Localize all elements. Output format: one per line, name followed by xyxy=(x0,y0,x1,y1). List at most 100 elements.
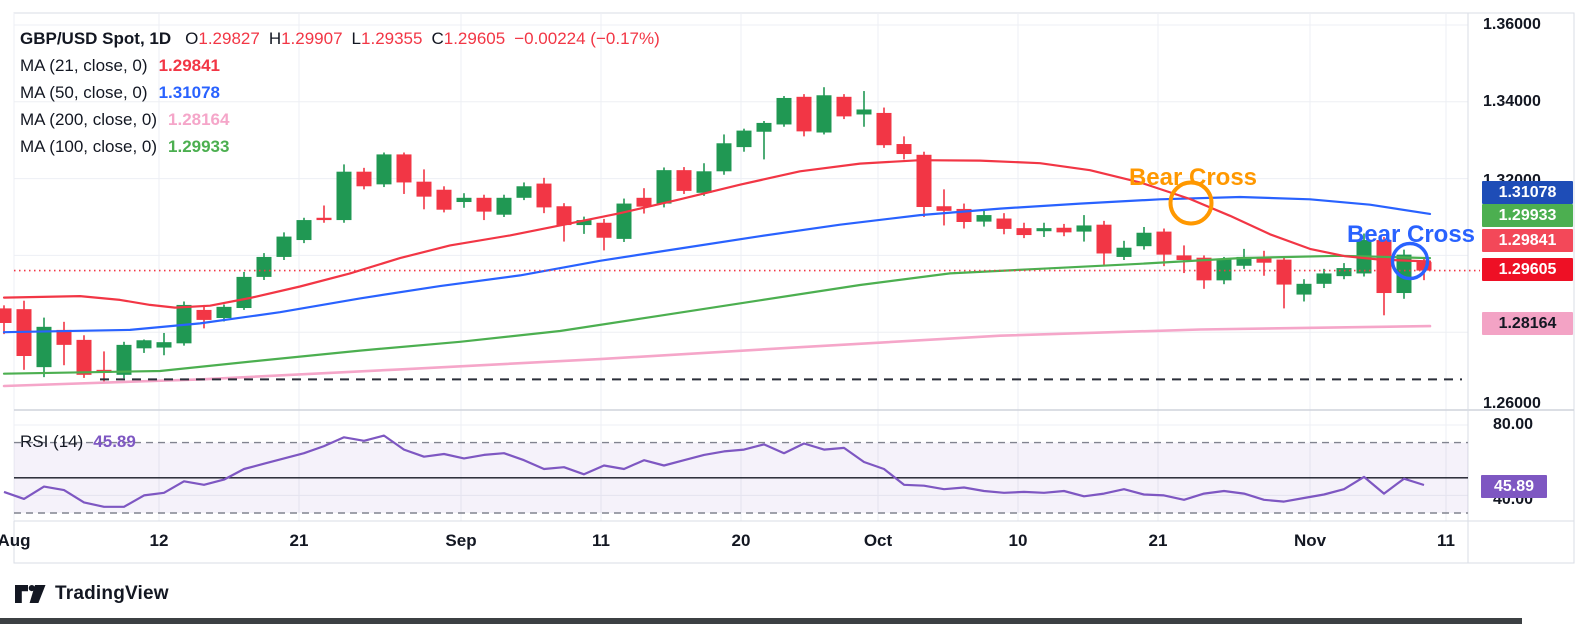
candle-body xyxy=(1076,225,1092,232)
candle-body xyxy=(136,340,152,349)
candle-body xyxy=(1056,227,1072,233)
tradingview-logo-icon xyxy=(15,585,46,603)
candle-body xyxy=(776,97,792,125)
candle-body xyxy=(376,154,392,185)
candle-body xyxy=(1396,254,1412,294)
candle-body xyxy=(656,170,672,204)
candle-body xyxy=(1256,257,1272,263)
candle-body xyxy=(1176,255,1192,261)
candle-body xyxy=(1236,256,1252,266)
candle-body xyxy=(1296,283,1312,295)
candle-body xyxy=(516,186,532,198)
rsi-legend: RSI (14) 45.89 xyxy=(20,432,136,452)
candle-body xyxy=(1016,228,1032,236)
high-value: 1.29907 xyxy=(281,29,343,48)
candle-body xyxy=(1136,232,1152,247)
candle-body xyxy=(336,171,352,221)
close-value: 1.29605 xyxy=(443,29,506,48)
candle-body xyxy=(156,342,172,348)
candle-body xyxy=(676,170,692,191)
rsi-line xyxy=(3,434,1425,508)
rsi-value: 45.89 xyxy=(93,432,136,451)
candle-body xyxy=(416,181,432,197)
candle-body xyxy=(1336,268,1352,277)
candle-body xyxy=(856,109,872,115)
ma-label[interactable]: MA (200, close, 0) xyxy=(20,110,158,129)
candle-body xyxy=(1216,258,1232,281)
close-label: C xyxy=(431,29,444,48)
candle-body xyxy=(1116,247,1132,257)
symbol-legend: GBP/USD Spot, 1D O1.29827 H1.29907 L1.29355… xyxy=(20,25,669,160)
candle-body xyxy=(736,130,752,148)
candle-body xyxy=(1036,228,1052,232)
ma-value: 1.28164 xyxy=(168,110,230,129)
candle-body xyxy=(636,197,652,207)
bear-cross-annotation-orange: Bear Cross xyxy=(1128,164,1258,191)
candle-body xyxy=(1196,257,1212,281)
candle-body xyxy=(536,183,552,208)
tradingview-attribution[interactable]: TradingView xyxy=(15,583,169,605)
candle-body xyxy=(1376,240,1392,294)
ma-label[interactable]: MA (21, close, 0) xyxy=(20,56,148,75)
candle-body xyxy=(876,112,892,146)
candle-body xyxy=(196,309,212,320)
rsi-label[interactable]: RSI (14) xyxy=(20,432,84,451)
open-value: 1.29827 xyxy=(198,29,260,48)
candle-body xyxy=(556,206,572,226)
bear-cross-annotation-blue: Bear Cross xyxy=(1346,221,1476,248)
ma-line-ma-21-close xyxy=(2,159,1432,309)
candle-body xyxy=(576,220,592,226)
candle-body xyxy=(56,329,72,345)
candle-body xyxy=(436,189,452,210)
ma-legend-row: MA (50, close, 0) 1.31078 xyxy=(20,79,669,106)
symbol-title[interactable]: GBP/USD Spot, 1D xyxy=(20,29,172,48)
candle-body xyxy=(756,122,772,132)
candle-body xyxy=(796,96,812,132)
candle-body xyxy=(76,339,92,375)
ma-legend-row: MA (200, close, 0) 1.28164 xyxy=(20,106,669,133)
candle-body xyxy=(456,197,472,203)
candle-body xyxy=(716,143,732,172)
candle-body xyxy=(36,326,52,368)
candle-body xyxy=(816,95,832,133)
ma-legend-row: MA (100, close, 0) 1.29933 xyxy=(20,133,669,160)
low-label: L xyxy=(351,29,362,48)
candle-body xyxy=(476,197,492,212)
candle-body xyxy=(356,171,372,187)
change-value: −0.00224 (−0.17%) xyxy=(514,29,660,48)
candle-body xyxy=(1316,273,1332,284)
ma-value: 1.31078 xyxy=(158,83,221,102)
time-axis[interactable] xyxy=(14,521,1468,563)
ma-value: 1.29841 xyxy=(158,56,221,75)
candle-body xyxy=(836,96,852,117)
tradingview-wordmark: TradingView xyxy=(55,583,169,604)
candle-body xyxy=(216,306,232,318)
candle-body xyxy=(1276,259,1292,285)
candle-body xyxy=(916,154,932,208)
bear-cross-circle-1 xyxy=(1390,241,1430,281)
bottom-bar xyxy=(0,618,1522,624)
candle-body xyxy=(596,222,612,238)
candle-body xyxy=(256,256,272,277)
candle-body xyxy=(936,206,952,211)
ma-label[interactable]: MA (100, close, 0) xyxy=(20,137,158,156)
ma-legend-row: MA (21, close, 0) 1.29841 xyxy=(20,52,669,79)
symbol-legend-row: GBP/USD Spot, 1D O1.29827 H1.29907 L1.29355… xyxy=(20,25,669,52)
price-axis[interactable] xyxy=(1468,13,1574,521)
ma-line-ma-100-close xyxy=(2,254,1432,375)
open-label: O xyxy=(185,29,199,48)
ma-line-ma-50-close xyxy=(2,195,1432,334)
ma-value: 1.29933 xyxy=(168,137,230,156)
candle-body xyxy=(976,215,992,222)
candle-body xyxy=(996,218,1012,229)
candle-body xyxy=(116,344,132,375)
candle-body xyxy=(316,217,332,221)
candle-body xyxy=(896,144,912,155)
high-label: H xyxy=(268,29,282,48)
candle-body xyxy=(1156,231,1172,255)
candle-body xyxy=(1096,224,1112,254)
candle-body xyxy=(0,308,12,323)
ma-label[interactable]: MA (50, close, 0) xyxy=(20,83,148,102)
ma-line-ma-200-close xyxy=(2,324,1432,388)
